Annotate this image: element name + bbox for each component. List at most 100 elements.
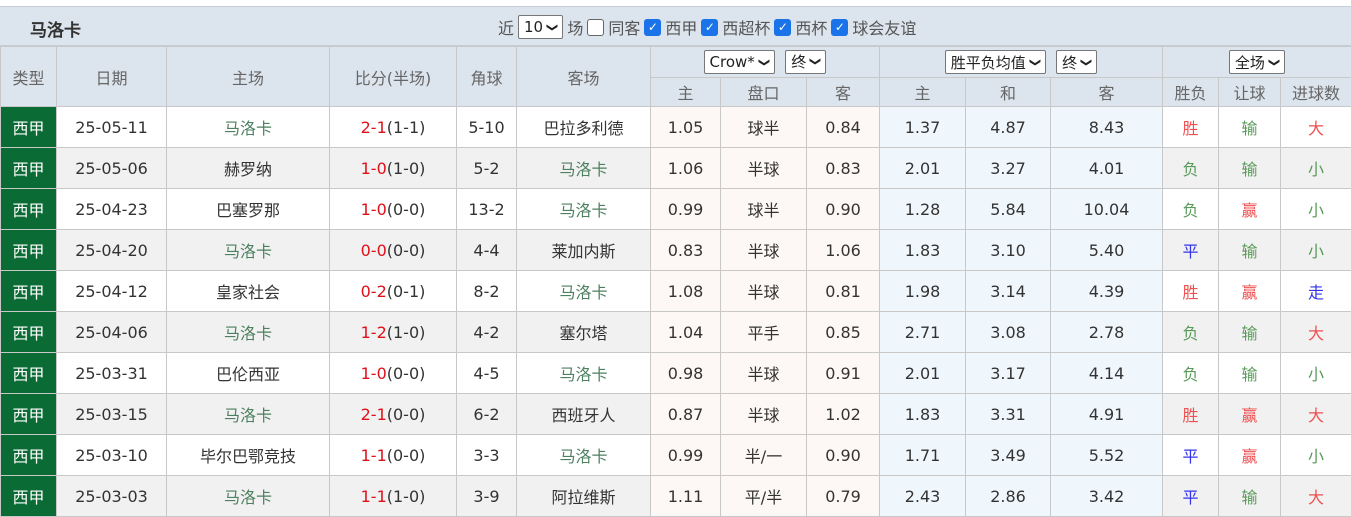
home-team[interactable]: 马洛卡: [166, 393, 330, 435]
corners: 3-3: [456, 434, 517, 476]
eu-away-odds: 4.01: [1049, 147, 1164, 189]
eu-draw-odds: 3.49: [965, 434, 1051, 476]
filter-label: 球会友谊: [852, 19, 917, 38]
ah-away-odds: 0.85: [806, 311, 880, 353]
odds-mode-select[interactable]: 终 ❯: [1056, 50, 1098, 74]
home-team[interactable]: 巴塞罗那: [166, 188, 330, 230]
eu-draw-odds: 3.08: [965, 311, 1051, 353]
match-date: 25-03-03: [56, 475, 167, 517]
half-time-score: (0-0): [386, 363, 426, 383]
full-time-score: 1-0: [360, 363, 387, 383]
eu-home-odds: 1.83: [879, 393, 966, 435]
home-team[interactable]: 毕尔巴鄂竞技: [166, 434, 330, 476]
result-scope-select[interactable]: 全场 ❯: [1228, 50, 1286, 74]
eu-away-odds: 4.91: [1049, 393, 1164, 435]
eu-away-odds: 10.04: [1049, 188, 1164, 230]
eu-home-odds: 1.28: [879, 188, 966, 230]
full-time-score: 1-2: [360, 322, 387, 342]
handicap-result: 赢: [1218, 434, 1282, 476]
away-team[interactable]: 马洛卡: [516, 147, 651, 189]
away-team[interactable]: 西班牙人: [516, 393, 651, 435]
score: 1-2(1-0): [329, 311, 457, 353]
match-row: 西甲 25-03-10 毕尔巴鄂竞技 1-1(0-0) 3-3 马洛卡 0.99 半/一 0.9…: [0, 434, 1351, 476]
eu-home-odds: 1.37: [879, 106, 966, 148]
home-team[interactable]: 巴伦西亚: [166, 352, 330, 394]
odds-type-value: 胜平负均值: [950, 53, 1026, 72]
chevron-down-icon: ❯: [757, 57, 771, 67]
half-time-score: (0-1): [386, 281, 426, 301]
filter-bar: 近 10 ❯ 场 同客 ✓ 西甲 ✓ 西超杯 ✓ 西杯 ✓ 球会友谊: [498, 15, 916, 39]
corners: 8-2: [456, 270, 517, 312]
corners: 5-2: [456, 147, 517, 189]
home-team[interactable]: 马洛卡: [166, 229, 330, 271]
score: 0-2(0-1): [329, 270, 457, 312]
league-badge: 西甲: [0, 106, 57, 148]
same-home-label: 同客: [608, 19, 641, 38]
ah-home-odds: 0.87: [650, 393, 721, 435]
wdl-result: 负: [1162, 352, 1220, 394]
handicap-result: 输: [1218, 106, 1282, 148]
league-badge: 西甲: [0, 352, 57, 394]
filter-checkbox-friendly[interactable]: ✓: [831, 18, 849, 36]
eu-draw-odds: 3.27: [965, 147, 1051, 189]
wdl-result: 平: [1162, 434, 1220, 476]
match-row: 西甲 25-04-23 巴塞罗那 1-0(0-0) 13-2 马洛卡 0.99 球半 0.90 1…: [0, 188, 1351, 230]
filter-label: 西甲: [665, 19, 698, 38]
league-badge: 西甲: [0, 434, 57, 476]
away-team[interactable]: 马洛卡: [516, 270, 651, 312]
home-team[interactable]: 赫罗纳: [166, 147, 330, 189]
score: 1-0(0-0): [329, 352, 457, 394]
full-time-score: 1-1: [360, 486, 387, 506]
goals-result: 小: [1280, 188, 1351, 230]
eu-draw-odds: 3.14: [965, 270, 1051, 312]
match-date: 25-04-12: [56, 270, 167, 312]
eu-draw-odds: 3.17: [965, 352, 1051, 394]
eu-away-odds: 3.42: [1049, 475, 1164, 517]
goals-result: 小: [1280, 434, 1351, 476]
recent-count-select[interactable]: 10 ❯: [518, 15, 564, 39]
same-home-checkbox[interactable]: [587, 18, 605, 36]
away-team[interactable]: 马洛卡: [516, 352, 651, 394]
filter-checkbox-laliga[interactable]: ✓: [644, 18, 662, 36]
ah-line: 半球: [720, 147, 807, 189]
ah-away-odds: 0.90: [806, 434, 880, 476]
col-hcp-result: 让球: [1218, 77, 1282, 107]
col-away: 客场: [516, 46, 651, 107]
away-team[interactable]: 巴拉多利德: [516, 106, 651, 148]
handicap-mode-select[interactable]: 终 ❯: [785, 49, 827, 74]
away-team[interactable]: 马洛卡: [516, 188, 651, 230]
home-team[interactable]: 马洛卡: [166, 106, 330, 148]
handicap-result: 输: [1218, 475, 1282, 517]
eu-home-odds: 2.43: [879, 475, 966, 517]
score: 1-0(0-0): [329, 188, 457, 230]
full-time-score: 0-2: [360, 281, 387, 301]
handicap-company-select[interactable]: Crow* ❯: [703, 50, 776, 75]
home-team[interactable]: 马洛卡: [166, 475, 330, 517]
full-time-score: 2-1: [360, 404, 387, 424]
eu-draw-odds: 2.86: [965, 475, 1051, 517]
filter-checkbox-cup[interactable]: ✓: [774, 18, 792, 36]
result-scope-value: 全场: [1234, 53, 1265, 72]
ah-away-odds: 0.81: [806, 270, 880, 312]
away-team[interactable]: 阿拉维斯: [516, 475, 651, 517]
full-time-score: 1-1: [360, 445, 387, 465]
recent-label: 近: [498, 19, 515, 38]
away-team[interactable]: 莱加内斯: [516, 229, 651, 271]
score: 2-1(1-1): [329, 106, 457, 148]
eu-home-odds: 1.83: [879, 229, 966, 271]
home-team[interactable]: 马洛卡: [166, 311, 330, 353]
home-team[interactable]: 皇家社会: [166, 270, 330, 312]
half-time-score: (0-0): [386, 445, 426, 465]
away-team[interactable]: 马洛卡: [516, 434, 651, 476]
ah-away-odds: 0.84: [806, 106, 880, 148]
corners: 5-10: [456, 106, 517, 148]
filter-checkbox-supercup[interactable]: ✓: [701, 18, 719, 36]
odds-type-select[interactable]: 胜平负均值 ❯: [944, 50, 1046, 74]
chevron-down-icon: ❯: [1028, 57, 1042, 67]
ah-line: 平手: [720, 311, 807, 353]
match-date: 25-03-31: [56, 352, 167, 394]
ah-away-odds: 0.79: [806, 475, 880, 517]
away-team[interactable]: 塞尔塔: [516, 311, 651, 353]
wdl-result: 胜: [1162, 393, 1220, 435]
chevron-down-icon: ❯: [1268, 57, 1282, 67]
